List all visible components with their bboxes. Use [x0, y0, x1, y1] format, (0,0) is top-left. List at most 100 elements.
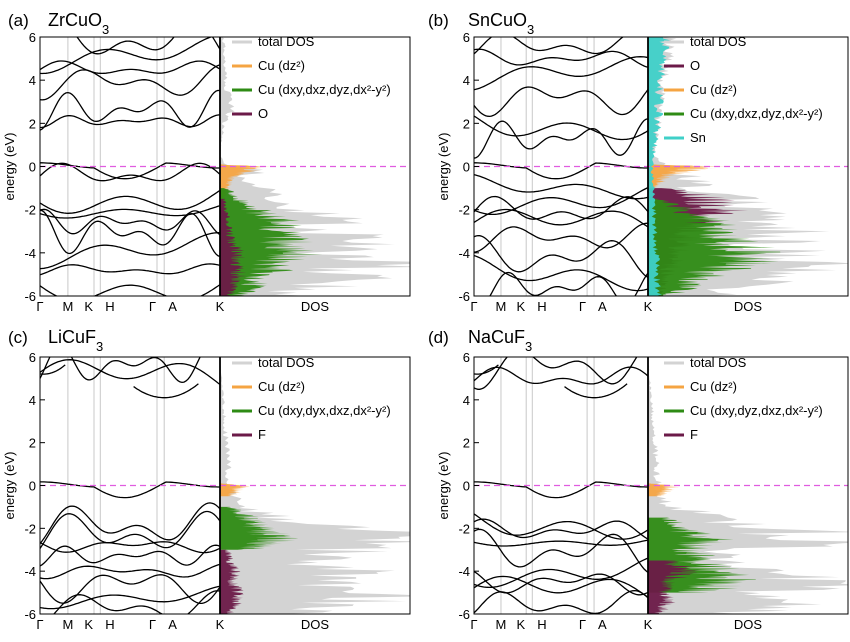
band-line [40, 208, 220, 236]
legend-item: total DOS [690, 355, 747, 370]
band-structure [40, 357, 220, 614]
band-structure [474, 37, 648, 296]
y-tick-label: 4 [463, 73, 470, 88]
band-line [40, 263, 220, 276]
dos-series-o [220, 198, 247, 296]
k-point-label: A [168, 299, 177, 314]
panel-title: SnCuO3 [468, 10, 534, 37]
band-line [474, 557, 648, 589]
y-tick-label: -4 [24, 246, 36, 261]
band-line [40, 89, 220, 131]
k-point-label: Γ [470, 299, 477, 314]
legend-item: Sn [690, 130, 706, 145]
k-point-label: Γ [579, 617, 586, 632]
legend: total DOS Cu (dz²) Cu (dxy,dyz,dxz,dx²-y²)… [664, 355, 823, 442]
y-tick-label: 0 [29, 479, 36, 494]
y-tick-label: 4 [29, 393, 36, 408]
band-line [474, 37, 648, 55]
y-tick-label: -4 [458, 246, 470, 261]
dos-plot [220, 357, 410, 614]
k-point-label: Γ [149, 617, 156, 632]
dos-axis-label: DOS [301, 299, 330, 314]
y-axis-label: energy (eV) [2, 133, 17, 201]
k-point-label: M [62, 299, 73, 314]
legend-item: O [690, 58, 700, 73]
band-line-fermi [474, 162, 648, 180]
legend: total DOS Cu (dz²) Cu (dxy,dxz,dyz,dx²-y²)… [232, 34, 391, 121]
band-line [489, 271, 648, 296]
k-point-label: Γ [470, 617, 477, 632]
y-axis-label: energy (eV) [2, 452, 17, 520]
dos-series-total-dos [220, 357, 410, 614]
legend-item: Cu (dz²) [690, 379, 737, 394]
band-line-conduction [564, 383, 628, 399]
band-line [474, 115, 648, 141]
y-tick-label: 6 [29, 30, 36, 45]
dos-plot [648, 357, 848, 614]
band-line [53, 590, 220, 614]
panel-label: (b) [428, 11, 449, 30]
band-line-conduction [474, 364, 499, 375]
dos-series-cu-dz- [648, 483, 679, 497]
band-line [474, 518, 648, 540]
band-line [474, 187, 648, 216]
y-tick-label: 0 [463, 160, 470, 175]
dos-plot [220, 37, 410, 296]
band-line [40, 585, 220, 610]
y-tick-label: 0 [463, 479, 470, 494]
k-point-label: A [598, 617, 607, 632]
k-point-label: K [517, 299, 526, 314]
panel-title: ZrCuO3 [48, 10, 109, 37]
y-tick-label: -4 [24, 564, 36, 579]
dos-series-cu-dz- [220, 164, 271, 199]
band-line-conduction [40, 364, 66, 375]
y-tick-label: -2 [458, 521, 470, 536]
k-point-label: K [517, 617, 526, 632]
band-line [474, 173, 648, 200]
k-point-label: K [216, 617, 225, 632]
k-point-label: K [216, 299, 225, 314]
band-line [474, 366, 648, 385]
legend: total DOS O Cu (dz²) Cu (dxy,dxz,dyz,dx²-y²… [664, 34, 823, 145]
dos-series-total-dos [648, 357, 848, 614]
y-axis-label: energy (eV) [436, 133, 451, 201]
panel-title: LiCuF3 [48, 327, 103, 354]
panel-label: (d) [428, 328, 449, 347]
band-line [474, 48, 648, 68]
band-line [474, 208, 648, 228]
dos-series-cu-dz- [220, 483, 251, 497]
k-point-label: Γ [579, 299, 586, 314]
y-tick-label: 6 [463, 350, 470, 365]
dos-series-f [220, 549, 245, 614]
legend: total DOS Cu (dz²) Cu (dxy,dyx,dxz,dx²-y²)… [232, 355, 391, 442]
band-line [40, 205, 220, 219]
k-point-label: Γ [36, 299, 43, 314]
band-structure [40, 37, 220, 296]
y-tick-label: -6 [458, 289, 470, 304]
band-line [474, 575, 648, 598]
k-point-label: M [496, 299, 507, 314]
y-tick-label: -2 [24, 521, 36, 536]
dos-series-sn [648, 37, 670, 296]
dos-axis-label: DOS [301, 617, 330, 632]
y-tick-label: -6 [24, 607, 36, 622]
band-line-fermi [40, 162, 220, 180]
k-point-label: H [105, 617, 114, 632]
band-line [40, 60, 220, 75]
band-line [40, 502, 220, 545]
y-tick-label: -6 [24, 289, 36, 304]
band-line-fermi [40, 481, 220, 499]
band-line [474, 254, 648, 292]
dos-series-cu-dxy-dxz-dyz-dx-y- [648, 198, 781, 296]
k-point-label: K [84, 299, 93, 314]
legend-item: Cu (dz²) [258, 379, 305, 394]
band-line [474, 56, 648, 91]
band-structure [474, 357, 648, 614]
k-point-label: K [84, 617, 93, 632]
y-tick-label: 0 [29, 160, 36, 175]
legend-item: Cu (dxy,dxz,dyz,dx²-y²) [690, 106, 823, 121]
band-line [40, 189, 220, 214]
